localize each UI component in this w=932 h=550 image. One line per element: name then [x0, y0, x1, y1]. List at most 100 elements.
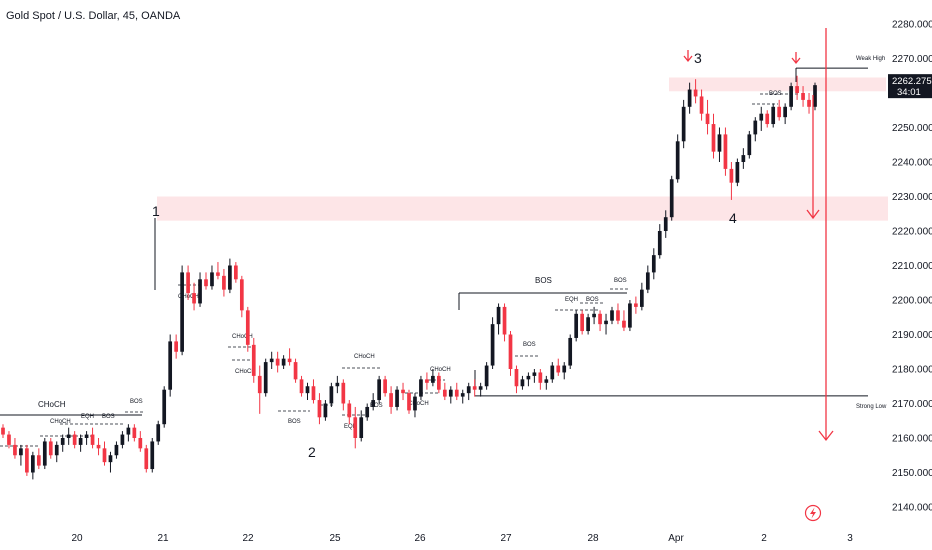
candle — [323, 400, 328, 421]
time-tick-label: 26 — [414, 533, 426, 544]
candle — [72, 431, 77, 449]
time-axis[interactable]: 20 21 22 25 26 27 28 Apr 2 3 — [71, 533, 853, 544]
lightning-icon[interactable] — [804, 504, 822, 522]
candle — [586, 313, 590, 335]
candle — [245, 306, 250, 352]
candle — [222, 268, 226, 297]
candle — [508, 331, 513, 376]
candle — [448, 386, 453, 404]
candle — [478, 382, 483, 397]
candle — [699, 89, 704, 121]
bos-label-8: BOS — [769, 91, 782, 97]
candle — [663, 210, 668, 238]
choch-label-2: CHoCH — [50, 419, 71, 425]
candle — [765, 110, 770, 128]
price-tick-label: 2280.000 — [892, 20, 932, 31]
candle — [138, 431, 143, 452]
price-tick-label: 2270.000 — [892, 54, 932, 65]
bos-label-2: BOS — [130, 399, 143, 405]
candle — [562, 362, 567, 380]
price-tick-label: 2190.000 — [892, 330, 932, 341]
price-tick-label: 2220.000 — [892, 227, 932, 238]
candle — [735, 158, 740, 187]
time-tick-label: 20 — [71, 533, 83, 544]
candle — [610, 306, 614, 325]
candle — [228, 258, 232, 294]
bos-label-main: BOS — [535, 276, 552, 285]
candle — [496, 303, 501, 335]
time-tick-label: 21 — [157, 533, 169, 544]
candle — [795, 75, 799, 100]
candle — [532, 369, 537, 383]
candle — [544, 375, 549, 390]
candle — [604, 313, 608, 335]
candle — [466, 382, 471, 401]
candle — [705, 99, 710, 135]
candle — [425, 372, 429, 390]
candle — [90, 427, 95, 449]
candle — [484, 362, 489, 390]
candle — [759, 106, 764, 131]
candle — [580, 310, 584, 335]
candle — [162, 386, 167, 428]
candle — [419, 375, 423, 401]
candle — [813, 82, 817, 111]
swing-label-3: 3 — [694, 50, 702, 66]
time-tick-label: 22 — [242, 533, 254, 544]
candle — [490, 317, 495, 369]
candle — [454, 382, 459, 401]
candle — [54, 441, 59, 463]
candle — [669, 175, 674, 221]
candle — [335, 375, 340, 394]
candle — [36, 448, 41, 470]
candle — [616, 303, 620, 325]
candle — [168, 334, 173, 397]
candle — [628, 300, 632, 332]
candle — [174, 334, 178, 359]
candles — [1, 75, 817, 480]
candle — [144, 444, 149, 473]
eql-label: EQL — [344, 424, 357, 430]
candle — [377, 375, 381, 404]
swing-label-2: 2 — [308, 444, 316, 460]
structure-annotations — [0, 68, 800, 447]
time-tick-label: 27 — [500, 533, 512, 544]
down-arrow-icon-4 — [818, 28, 834, 442]
candle — [807, 93, 811, 114]
candle — [395, 386, 399, 411]
candle — [180, 265, 184, 356]
candle — [371, 393, 376, 411]
chart-title: Gold Spot / U.S. Dollar, 45, OANDA — [6, 10, 181, 22]
candle — [126, 424, 131, 442]
candle — [693, 79, 698, 104]
price-axis[interactable]: 2280.0002270.0002260.0002250.0002240.000… — [892, 20, 932, 514]
candle — [526, 372, 531, 387]
price-tick-label: 2200.000 — [892, 296, 932, 307]
bos-label-1: BOS — [102, 414, 115, 420]
strong-low-label: Strong Low — [856, 404, 887, 410]
last-price-badge: 2262.275 34:01 — [888, 74, 932, 99]
candle — [305, 382, 310, 401]
time-tick-label: 25 — [329, 533, 341, 544]
eqh-label-2: EQH — [565, 297, 578, 303]
candle — [234, 262, 238, 283]
candle — [741, 148, 746, 169]
candle — [186, 265, 190, 300]
time-tick-label: 2 — [761, 533, 767, 544]
candle — [681, 99, 686, 149]
price-tick-label: 2230.000 — [892, 192, 932, 203]
candle — [592, 306, 596, 325]
candle — [96, 438, 101, 456]
eqh-label-1: EQH — [81, 414, 94, 420]
candle — [287, 348, 292, 366]
candle — [401, 382, 405, 401]
candle — [359, 410, 364, 442]
candle — [317, 393, 322, 425]
candle — [114, 441, 119, 459]
candle — [801, 86, 805, 107]
price-tick-label: 2150.000 — [892, 468, 932, 479]
price-tick-label: 2250.000 — [892, 123, 932, 134]
down-arrow-icon-2 — [791, 52, 801, 65]
candle — [25, 444, 29, 476]
